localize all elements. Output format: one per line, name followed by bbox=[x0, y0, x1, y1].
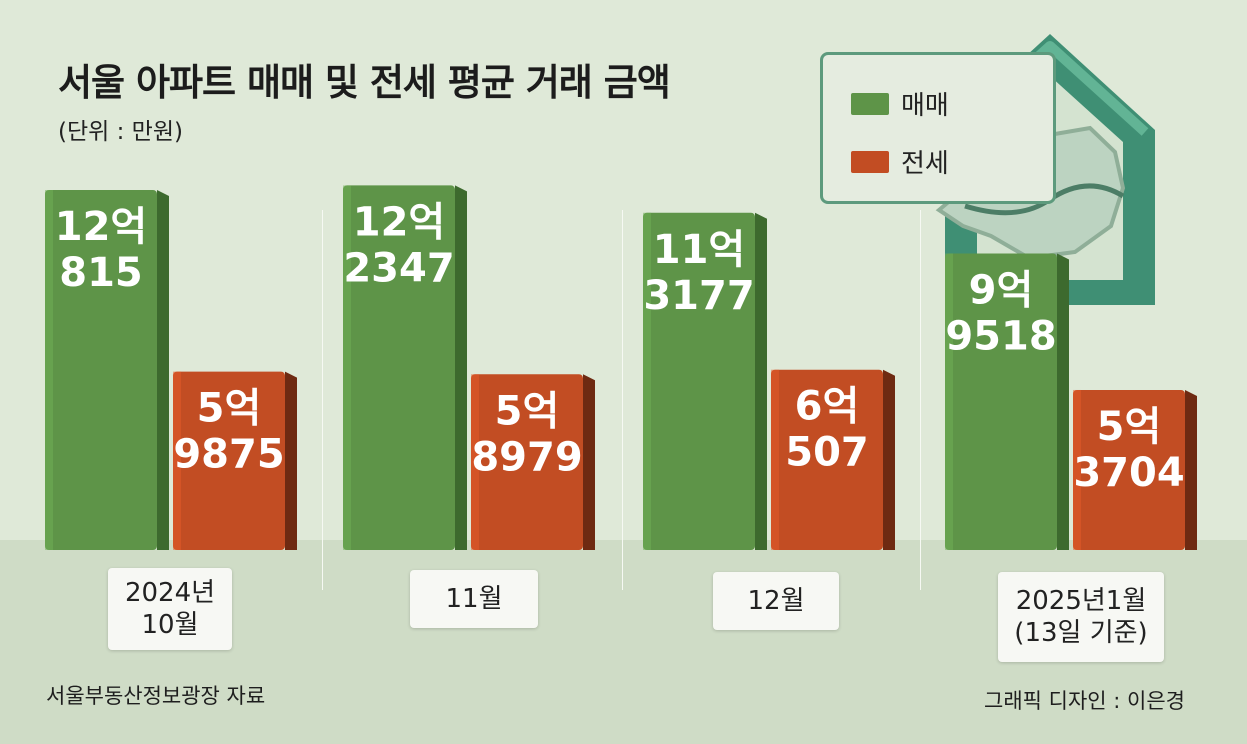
bar-sale bbox=[343, 185, 455, 550]
legend-label-sale: 매매 bbox=[901, 91, 949, 121]
bar-value-label: 12억 bbox=[55, 204, 147, 250]
bar-value-label: 2347 bbox=[343, 245, 454, 291]
bar-value-label: 11억 bbox=[653, 227, 745, 273]
design-credit: 그래픽 디자인 : 이은경 bbox=[984, 689, 1185, 713]
bar-value-label: 9875 bbox=[173, 432, 284, 478]
bar-sale bbox=[945, 253, 1057, 550]
bar-highlight bbox=[343, 185, 351, 550]
x-label-dec: 12월 bbox=[713, 572, 839, 630]
bar-jeonse bbox=[471, 374, 583, 550]
x-label-jan: 2025년1월 (13일 기준) bbox=[998, 572, 1164, 662]
bar-value-label: 12억 bbox=[353, 199, 445, 245]
bar-side-sale bbox=[455, 185, 467, 550]
bar-value-label: 3177 bbox=[643, 273, 754, 319]
legend-label-jeonse: 전세 bbox=[901, 149, 949, 179]
bar-side-jeonse bbox=[1185, 389, 1197, 550]
chart-title: 서울 아파트 매매 및 전세 평균 거래 금액 bbox=[58, 61, 671, 104]
x-label-nov: 11월 bbox=[410, 570, 538, 628]
bar-side-sale bbox=[1057, 253, 1069, 550]
legend: 매매 전세 bbox=[820, 52, 1056, 204]
bar-value-label: 8979 bbox=[471, 434, 582, 480]
bar-side-sale bbox=[755, 212, 767, 550]
group-divider bbox=[920, 210, 921, 590]
bar-jeonse bbox=[1073, 389, 1185, 550]
bar-value-label: 5억 bbox=[495, 388, 560, 434]
bar-highlight bbox=[173, 371, 181, 550]
source-note: 서울부동산정보광장 자료 bbox=[46, 684, 266, 708]
x-label-oct: 2024년 10월 bbox=[108, 568, 232, 650]
bar-highlight bbox=[45, 190, 53, 550]
legend-item-jeonse: 전세 bbox=[851, 143, 949, 180]
bar-value-label: 5억 bbox=[197, 386, 262, 432]
bar-value-label: 3704 bbox=[1073, 450, 1184, 496]
bar-side-sale bbox=[157, 190, 169, 550]
bar-sale bbox=[643, 212, 755, 550]
bar-value-label: 6억 bbox=[795, 384, 860, 430]
bar-highlight bbox=[643, 212, 651, 550]
bar-value-label: 507 bbox=[785, 430, 869, 476]
bar-value-label: 9518 bbox=[945, 313, 1056, 359]
legend-swatch-jeonse bbox=[851, 150, 889, 173]
bar-value-label: 5억 bbox=[1097, 404, 1162, 450]
unit-label: (단위 : 만원) bbox=[58, 119, 183, 145]
bar-jeonse bbox=[173, 371, 285, 550]
bar-value-label: 9억 bbox=[969, 267, 1034, 313]
legend-swatch-sale bbox=[851, 92, 889, 115]
group-divider bbox=[622, 210, 623, 590]
bar-sale bbox=[45, 190, 157, 550]
bar-jeonse bbox=[771, 369, 883, 550]
group-divider bbox=[322, 210, 323, 590]
bar-highlight bbox=[1073, 389, 1081, 550]
bar-highlight bbox=[471, 374, 479, 550]
legend-item-sale: 매매 bbox=[851, 85, 949, 122]
bar-highlight bbox=[945, 253, 953, 550]
bar-highlight bbox=[771, 369, 779, 550]
bar-side-jeonse bbox=[285, 371, 297, 550]
bar-value-label: 815 bbox=[59, 250, 143, 296]
bar-side-jeonse bbox=[883, 369, 895, 550]
bar-side-jeonse bbox=[583, 374, 595, 550]
